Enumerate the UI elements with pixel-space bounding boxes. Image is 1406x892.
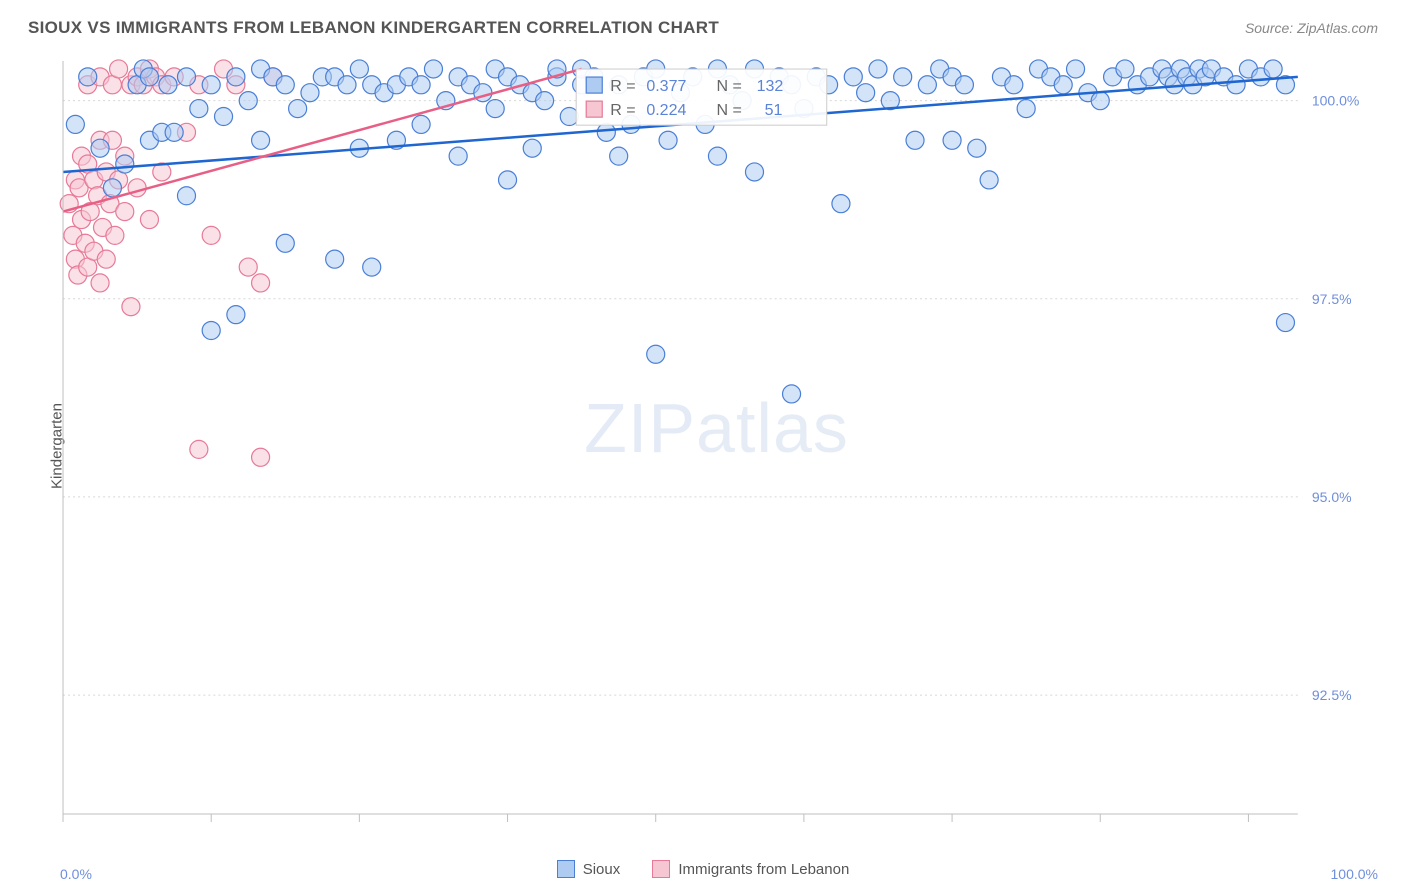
legend-label-sioux: Sioux <box>583 861 621 878</box>
legend: Sioux Immigrants from Lebanon <box>0 860 1406 882</box>
source-prefix: Source: <box>1245 20 1297 36</box>
svg-text:0.224: 0.224 <box>646 101 686 119</box>
chart-svg: 100.0% 97.5% 95.0% 92.5% R = 0.377 N = 132 R = 0… <box>55 55 1378 832</box>
svg-text:N =: N = <box>717 77 742 95</box>
svg-text:R =: R = <box>610 77 635 95</box>
svg-text:100.0%: 100.0% <box>1312 93 1360 109</box>
svg-text:51: 51 <box>765 101 783 119</box>
legend-item-lebanon: Immigrants from Lebanon <box>652 860 849 878</box>
svg-text:132: 132 <box>757 77 784 95</box>
legend-item-sioux: Sioux <box>557 860 621 878</box>
chart-title: SIOUX VS IMMIGRANTS FROM LEBANON KINDERG… <box>28 18 719 38</box>
svg-text:R =: R = <box>610 101 635 119</box>
svg-text:0.377: 0.377 <box>646 77 686 95</box>
source-label: Source: ZipAtlas.com <box>1245 20 1378 36</box>
legend-swatch-sioux <box>557 860 575 878</box>
svg-text:97.5%: 97.5% <box>1312 291 1352 307</box>
source-name: ZipAtlas.com <box>1297 20 1378 36</box>
svg-text:95.0%: 95.0% <box>1312 489 1352 505</box>
plot-area: 100.0% 97.5% 95.0% 92.5% R = 0.377 N = 132 R = 0… <box>55 55 1378 832</box>
svg-text:N =: N = <box>717 101 742 119</box>
legend-label-lebanon: Immigrants from Lebanon <box>678 861 849 878</box>
svg-text:92.5%: 92.5% <box>1312 687 1352 703</box>
legend-swatch-lebanon <box>652 860 670 878</box>
